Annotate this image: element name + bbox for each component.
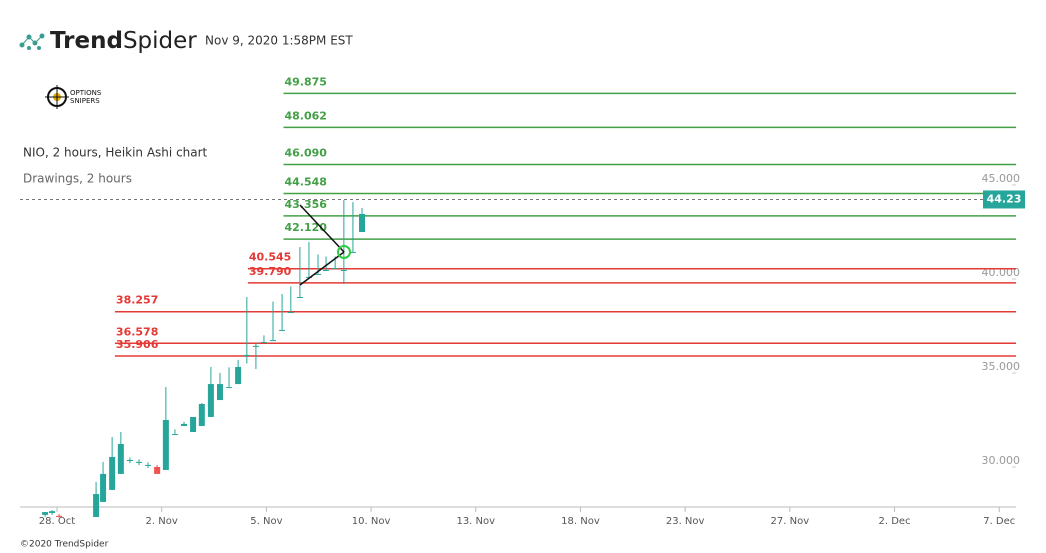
x-tick-label: 5. Nov (250, 516, 282, 527)
candle-body (136, 461, 143, 463)
level-label: 48.062 (284, 109, 326, 122)
y-tick-label: 45.000 (982, 172, 1021, 185)
candle-body (49, 511, 56, 514)
sponsor-logo: OPTIONS SNIPERS (45, 85, 102, 109)
x-tick-label: 18. Nov (561, 516, 600, 527)
candle-body (117, 444, 124, 474)
candle-body (349, 251, 356, 253)
level-label: 40.545 (249, 251, 291, 264)
annotation: Drawings, 2 hours (23, 172, 132, 186)
candle-body (198, 403, 205, 426)
sponsor-top: OPTIONS (70, 89, 102, 97)
x-tick-label: 27. Nov (771, 516, 810, 527)
level-label: 49.875 (284, 75, 326, 88)
candle-body (145, 464, 152, 466)
level-label: 36.578 (116, 325, 158, 338)
last-price-box (983, 190, 1025, 209)
triangle-drawing (299, 204, 351, 286)
candle-body (287, 312, 294, 314)
candle-body (216, 384, 223, 401)
candle-body (296, 297, 303, 299)
brand-logo (19, 33, 45, 50)
chart-subtitle: NIO, 2 hours, Heikin Ashi chart (23, 146, 208, 160)
candle-body (252, 345, 259, 347)
candle-body (235, 366, 242, 385)
level-label: 38.257 (116, 294, 158, 307)
candle-body (279, 329, 286, 331)
candle-body (162, 419, 169, 470)
level-label: 39.790 (249, 265, 292, 278)
candle-body (315, 273, 322, 275)
timestamp: Nov 9, 2020 1:58PM EST (205, 34, 353, 48)
candle-body (359, 213, 366, 232)
last-price-label: 44.23 (987, 192, 1022, 205)
candle-body (323, 269, 330, 271)
candle-body (126, 460, 133, 462)
x-tick-label: 28. Oct (39, 516, 75, 527)
x-tick-label: 2. Nov (146, 516, 178, 527)
footer: ©2020 TrendSpider (20, 540, 109, 550)
x-tick-label: 10. Nov (352, 516, 391, 527)
x-tick-label: 2. Dec (879, 516, 911, 527)
candle-body (207, 384, 214, 417)
candle-body (100, 473, 107, 502)
candle-body (171, 434, 178, 436)
y-tick-label: 40.000 (982, 266, 1021, 279)
candle-body (243, 354, 250, 356)
brand-light: Spider (123, 28, 197, 54)
candle-body (109, 456, 116, 490)
level-label: 35.906 (116, 338, 159, 351)
sponsor-bottom: SNIPERS (70, 97, 100, 105)
x-tick-label: 7. Dec (983, 516, 1015, 527)
candle-body (93, 494, 100, 517)
plot: 30.000 35.000 40.000 45.000 28. Oct 2. Nov 5. … (20, 75, 1025, 527)
y-tick-label: 30.000 (982, 454, 1021, 467)
level-label: 46.090 (284, 147, 327, 160)
candle-body (340, 269, 347, 271)
brand-bold: Trend (50, 28, 123, 54)
candle-body (190, 416, 197, 432)
x-tick-label: 23. Nov (666, 516, 705, 527)
candle-body (181, 423, 188, 426)
candle-body (154, 466, 161, 474)
candle-body (332, 268, 339, 270)
candle-body (270, 340, 277, 342)
y-tick-label: 35.000 (982, 360, 1021, 373)
candle-body (42, 512, 49, 515)
candle-body (260, 341, 267, 343)
level-label: 44.548 (284, 175, 326, 188)
brand: TrendSpider (50, 28, 197, 54)
candle-body (56, 515, 63, 517)
level-label: 43.356 (284, 198, 327, 211)
x-tick-label: 13. Nov (456, 516, 495, 527)
candle-body (226, 387, 233, 389)
level-label: 42.120 (284, 221, 327, 234)
